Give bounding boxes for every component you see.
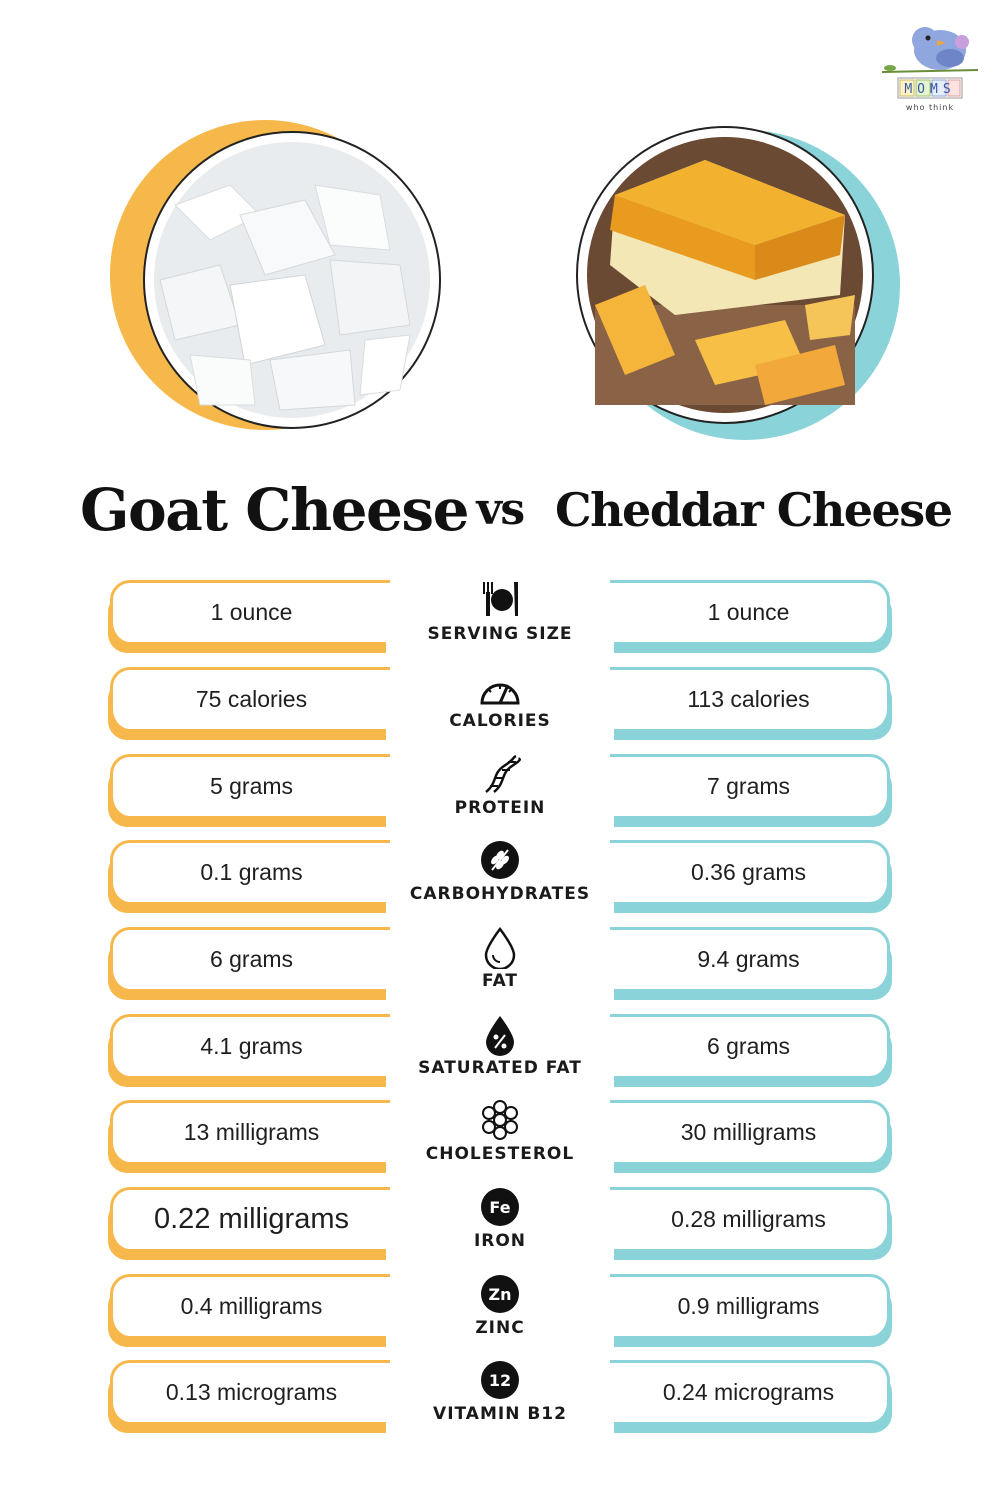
vitamin-b12-row: 0.13 micrograms 12 VITAMIN B12 0.24 micr… [0,1360,1000,1440]
cholesterol-row: 13 milligrams CHOLESTEROL 30 milligrams [0,1100,1000,1180]
protein-row: 5 grams PROTEIN 7 grams [0,754,1000,834]
vitamin-b12-label: VITAMIN B12 [433,1404,567,1424]
cheddar-zinc-value: 0.9 milligrams [610,1274,890,1336]
zinc-label: ZINC [475,1318,525,1338]
carbohydrates-row: 0.1 grams CARBOHYDRATES 0.36 grams [0,840,1000,920]
saturated-fat-label: SATURATED FAT [418,1058,582,1078]
cholesterol-category: CHOLESTEROL [400,1098,600,1178]
fat-row: 6 grams FAT 9.4 grams [0,925,1000,1007]
cheddar-serving-size-value: 1 ounce [610,580,890,642]
iron-badge-icon: Fe [481,1188,519,1226]
droplet-icon [484,926,516,969]
protein-category: PROTEIN [400,752,600,832]
fat-category: FAT [400,925,600,1005]
calories-label: CALORIES [449,711,551,731]
goat-saturated-fat-value: 4.1 grams [110,1014,390,1076]
cheddar-vitamin-b12-value: 0.24 micrograms [610,1360,890,1422]
goat-cholesterol-value: 13 milligrams [110,1100,390,1162]
serving-size-label: SERVING SIZE [427,624,573,644]
cheddar-cheese-title: Cheddar Cheese [555,483,953,537]
protein-dna-icon [485,754,522,793]
fat-label: FAT [481,971,519,991]
goat-protein-value: 5 grams [110,754,390,816]
iron-label: IRON [473,1231,527,1251]
iron-category: Fe IRON [400,1185,600,1265]
percent-droplet-icon [486,1016,514,1056]
goat-vitamin-b12-value: 0.13 micrograms [110,1360,390,1422]
calories-row: 75 calories CALORIES 113 calories [0,667,1000,747]
zinc-category: Zn ZINC [400,1272,600,1352]
cheddar-fat-value: 9.4 grams [610,927,890,989]
cheddar-saturated-fat-value: 6 grams [610,1014,890,1076]
cheddar-carbohydrates-value: 0.36 grams [610,840,890,902]
goat-carbohydrates-value: 0.1 grams [110,840,390,902]
cheddar-cheese-photo [555,105,915,445]
cheddar-cholesterol-value: 30 milligrams [610,1100,890,1162]
carbohydrates-label: CARBOHYDRATES [409,884,591,904]
calories-gauge-icon [480,683,520,705]
serving-size-icon [483,582,518,616]
goat-cheese-title: Goat Cheese [80,476,469,544]
vs-label: vs [476,484,525,535]
zinc-row: 0.4 milligrams Zn ZINC 0.9 milligrams [0,1274,1000,1354]
goat-cheese-photo [90,105,450,445]
moms-who-think-logo: MOMS who think [880,20,980,115]
calories-category: CALORIES [400,665,600,745]
logo-text: MOMS [904,82,955,97]
goat-serving-size-value: 1 ounce [110,580,390,642]
logo-tagline: who think [906,103,954,112]
cholesterol-label: CHOLESTEROL [425,1144,575,1164]
goat-fat-value: 6 grams [110,927,390,989]
goat-calories-value: 75 calories [110,667,390,729]
bird-logo-icon: MOMS who think [881,27,979,112]
saturated-fat-category: SATURATED FAT [400,1012,600,1092]
goat-zinc-value: 0.4 milligrams [110,1274,390,1336]
protein-label: PROTEIN [454,798,546,818]
carbohydrates-category: CARBOHYDRATES [400,838,600,918]
vitamin-b12-category: 12 VITAMIN B12 [400,1358,600,1438]
b12-badge-icon: 12 [481,1361,519,1399]
cheddar-iron-value: 0.28 milligrams [610,1187,890,1249]
serving-size-category: SERVING SIZE [400,578,600,658]
serving-size-row: 1 ounce SERVING SIZE 1 ounce [0,580,1000,660]
cheddar-calories-value: 113 calories [610,667,890,729]
iron-row: 0.22 milligrams Fe IRON 0.28 milligrams [0,1187,1000,1267]
zinc-badge-icon: Zn [481,1275,519,1313]
goat-iron-value: 0.22 milligrams [110,1187,390,1249]
saturated-fat-row: 4.1 grams SATURATED FAT 6 grams [0,1014,1000,1094]
cheddar-protein-value: 7 grams [610,754,890,816]
molecule-icon [482,1100,518,1140]
grain-icon [481,841,519,879]
